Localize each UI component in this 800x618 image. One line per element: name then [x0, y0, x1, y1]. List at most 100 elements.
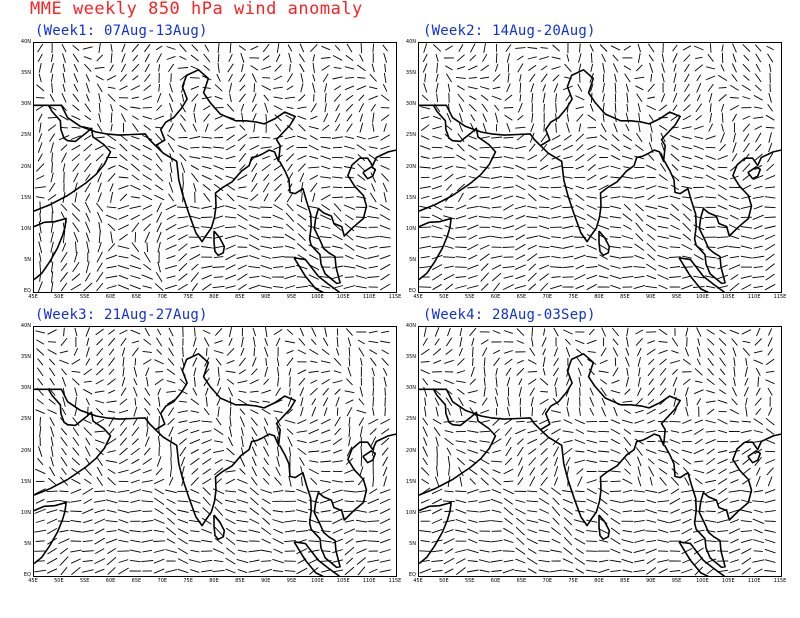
- wind-vector: [121, 347, 126, 357]
- wind-vector: [130, 254, 141, 260]
- wind-vector: [120, 417, 127, 426]
- wind-vector: [576, 348, 584, 356]
- wind-vector: [203, 113, 211, 122]
- wind-vector: [214, 235, 224, 239]
- wind-vector: [717, 204, 728, 210]
- wind-vector: [276, 446, 280, 457]
- wind-vector: [469, 378, 476, 385]
- wind-vector: [201, 430, 212, 433]
- wind-vector: [180, 114, 186, 122]
- wind-vector: [658, 458, 669, 464]
- wind-vector: [613, 122, 618, 133]
- wind-vector: [275, 53, 281, 63]
- wind-vector: [355, 519, 367, 523]
- wind-vector: [367, 135, 379, 140]
- wind-vector: [610, 470, 621, 473]
- wind-vector: [273, 173, 283, 182]
- wind-vector: [740, 275, 752, 279]
- wind-vector: [144, 43, 151, 53]
- wind-vector: [575, 165, 585, 170]
- wind-vector: [445, 397, 453, 407]
- wind-vector: [214, 440, 223, 443]
- wind-vector: [672, 53, 678, 63]
- wind-vector: [752, 214, 764, 221]
- wind-vector: [320, 439, 331, 444]
- wind-vector: [60, 211, 68, 223]
- wind-vector: [658, 568, 668, 574]
- wind-vector: [420, 195, 430, 199]
- wind-vector: [334, 416, 341, 427]
- wind-vector: [634, 185, 645, 190]
- wind-vector: [345, 254, 354, 260]
- wind-vector: [201, 559, 213, 563]
- wind-vector: [562, 245, 574, 249]
- wind-vector: [284, 570, 296, 572]
- wind-vector: [466, 548, 479, 554]
- wind-vector: [610, 154, 621, 161]
- wind-vector: [610, 165, 621, 170]
- wind-vector: [718, 184, 727, 191]
- wind-vector: [167, 517, 175, 525]
- wind-vector: [144, 387, 151, 396]
- wind-vector: [131, 347, 139, 357]
- wind-vector: [730, 163, 739, 172]
- wind-vector: [660, 132, 666, 143]
- wind-vector: [754, 84, 762, 92]
- wind-vector: [657, 195, 669, 200]
- wind-vector: [287, 163, 293, 172]
- wind-vector: [261, 408, 271, 415]
- wind-vector: [740, 226, 753, 229]
- wind-vector: [204, 123, 209, 132]
- wind-vector: [367, 520, 380, 523]
- wind-vector: [573, 500, 586, 503]
- wind-vector: [169, 102, 174, 113]
- wind-vector: [72, 427, 80, 436]
- wind-vector: [333, 93, 342, 102]
- wind-vector: [370, 436, 377, 447]
- wind-vector: [343, 490, 356, 493]
- wind-vector: [575, 429, 585, 435]
- wind-vector: [261, 163, 271, 172]
- wind-vector: [590, 83, 594, 92]
- wind-vector: [681, 136, 692, 140]
- wind-vector: [60, 126, 68, 129]
- wind-vector: [275, 387, 281, 396]
- wind-vector: [133, 366, 138, 377]
- wind-vector: [468, 440, 477, 443]
- wind-vector: [59, 547, 69, 555]
- wind-vector: [142, 194, 153, 201]
- wind-vector: [179, 103, 186, 113]
- wind-vector: [346, 123, 353, 132]
- wind-vector: [85, 212, 91, 222]
- wind-vector: [263, 457, 269, 466]
- wind-vector: [729, 518, 739, 524]
- wind-vector: [422, 426, 428, 437]
- wind-vector: [622, 213, 633, 222]
- wind-vector: [308, 558, 319, 564]
- wind-vector: [657, 519, 669, 524]
- wind-vector: [355, 500, 367, 503]
- wind-vector: [539, 488, 549, 495]
- wind-vector: [538, 215, 550, 220]
- wind-vector: [117, 245, 130, 250]
- wind-vector: [436, 466, 439, 477]
- wind-vector: [239, 164, 246, 171]
- wind-vector: [767, 53, 774, 63]
- wind-vector: [344, 390, 355, 394]
- wind-vector: [384, 387, 386, 397]
- wind-vector: [670, 224, 680, 230]
- wind-vector: [704, 519, 717, 523]
- wind-vector: [320, 479, 332, 483]
- wind-vector: [609, 490, 622, 493]
- wind-vector: [369, 349, 378, 355]
- wind-vector: [320, 146, 331, 150]
- wind-vector: [106, 134, 117, 142]
- wind-vector: [178, 253, 188, 262]
- wind-vector: [379, 235, 391, 239]
- wind-vector: [284, 530, 296, 533]
- wind-vector: [360, 357, 363, 366]
- wind-vector: [526, 538, 538, 545]
- wind-vector: [459, 327, 463, 337]
- wind-vector: [598, 539, 609, 543]
- wind-vector: [670, 449, 679, 454]
